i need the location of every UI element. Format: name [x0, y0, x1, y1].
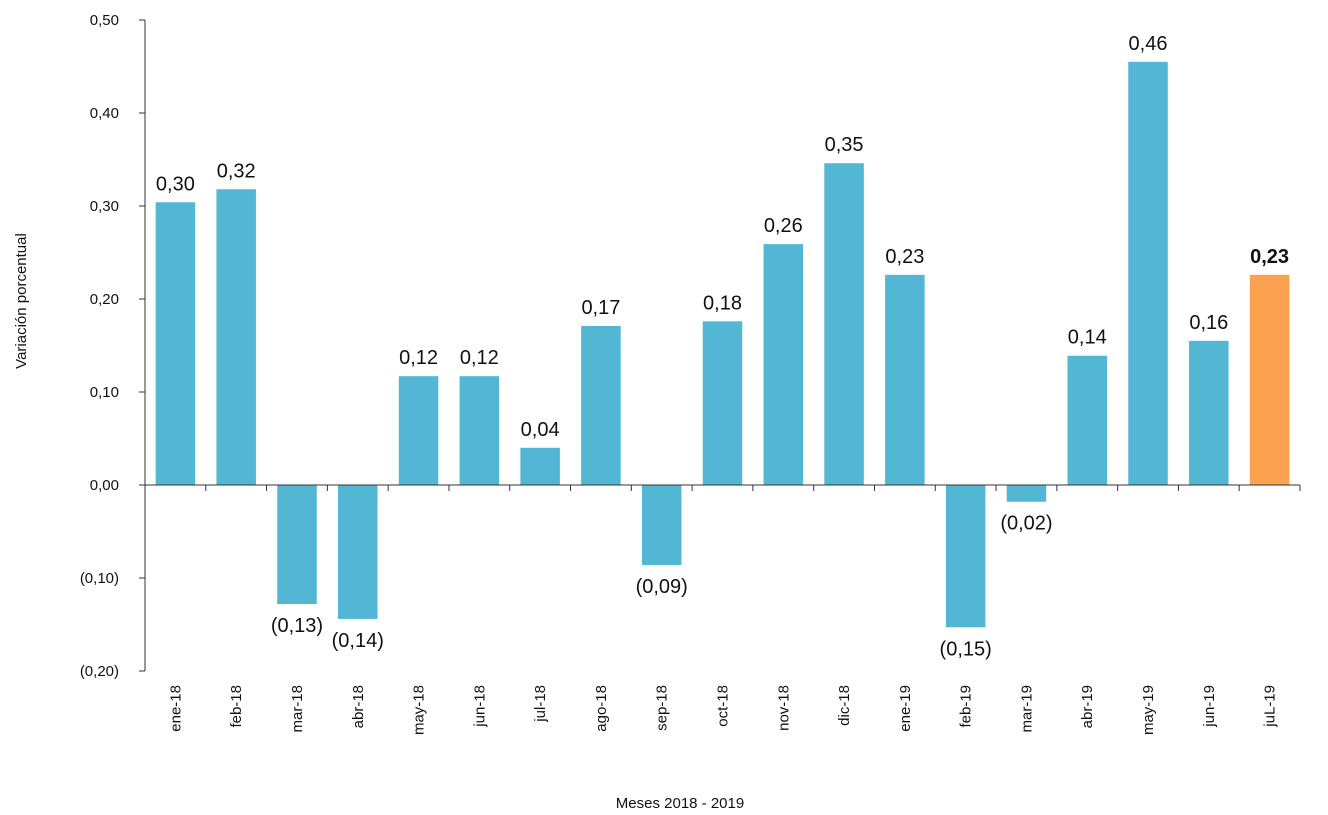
- y-tick-label: 0,10: [90, 384, 119, 401]
- x-tick-label: feb-19: [958, 685, 975, 728]
- bar-jun-19: [1189, 340, 1229, 485]
- data-label-juL-19: 0,23: [1250, 246, 1289, 268]
- y-tick-label: 0,20: [90, 291, 119, 308]
- x-tick-label: jul-18: [532, 685, 549, 723]
- bar-sep-18: [641, 485, 682, 565]
- axes: [144, 20, 1301, 671]
- data-label-mar-18: (0,13): [271, 615, 323, 637]
- data-label-mar-19: (0,02): [1000, 513, 1052, 535]
- x-tick-label: sep-18: [654, 685, 671, 731]
- bar-juL-19: [1249, 274, 1290, 485]
- x-tick-label: ene-19: [897, 685, 914, 732]
- data-label-ene-19: 0,23: [885, 246, 924, 268]
- y-tick-label: 0,00: [90, 477, 119, 494]
- data-label-feb-19: (0,15): [940, 638, 992, 660]
- y-tick-label: 0,40: [90, 105, 119, 122]
- data-label-may-19: 0,46: [1129, 33, 1168, 55]
- data-label-jul-18: 0,04: [521, 419, 560, 441]
- y-axis-label: Variación porcentual: [13, 233, 30, 369]
- x-tick-label: oct-18: [715, 685, 732, 727]
- x-tick-label: dic-18: [836, 685, 853, 726]
- data-label-nov-18: 0,26: [764, 215, 803, 237]
- bar-mar-18: [277, 485, 317, 605]
- bar-ene-19: [885, 274, 925, 485]
- x-tick-label: jun-19: [1201, 685, 1218, 728]
- x-tick-label: ene-18: [167, 685, 184, 732]
- bar-ago-18: [581, 325, 621, 485]
- x-tick-label: ago-18: [593, 685, 610, 732]
- x-axis-ticks: ene-18 feb-18 mar-18 abr-18 may-18 jun-18 jul-…: [167, 685, 1278, 735]
- bar-oct-18: [702, 321, 743, 485]
- data-label-abr-18: (0,14): [332, 630, 384, 652]
- bar-may-18: [398, 376, 439, 485]
- bar-dic-18: [824, 163, 864, 485]
- data-label-abr-19: 0,14: [1068, 327, 1107, 349]
- x-axis-label: Meses 2018 - 2019: [616, 795, 744, 812]
- x-tick-label: abr-18: [350, 685, 367, 728]
- y-tick-label: 0,50: [90, 12, 119, 29]
- bar-may-19: [1128, 61, 1168, 485]
- bar-mar-19: [1006, 485, 1047, 502]
- data-label-jun-18: 0,12: [460, 347, 499, 369]
- data-labels: 0,30 0,32 (0,13) (0,14) 0,12 0,12 0,04 0,17 (0,0…: [156, 33, 1289, 660]
- x-tick-label: may-19: [1140, 685, 1157, 735]
- bar-nov-18: [763, 244, 804, 485]
- bar-abr-19: [1067, 355, 1107, 485]
- y-axis-ticks: 0,50 0,40 0,30 0,20 0,10 0,00 (0,10) (0,20): [80, 12, 145, 680]
- x-tick-label: mar-19: [1018, 685, 1035, 733]
- data-label-may-18: 0,12: [399, 347, 438, 369]
- data-label-dic-18: 0,35: [825, 134, 864, 156]
- y-tick-label: (0,20): [80, 663, 119, 680]
- bars: [155, 61, 1290, 628]
- data-label-sep-18: (0,09): [636, 576, 688, 598]
- bar-feb-18: [216, 189, 256, 485]
- x-tick-label: jun-18: [471, 685, 488, 728]
- bar-feb-19: [945, 485, 986, 628]
- data-label-ene-18: 0,30: [156, 173, 195, 195]
- data-label-jun-19: 0,16: [1189, 312, 1228, 334]
- y-tick-label: (0,10): [80, 570, 119, 587]
- bar-ene-18: [155, 202, 196, 485]
- data-label-oct-18: 0,18: [703, 292, 742, 314]
- bar-abr-18: [338, 485, 378, 619]
- x-tick-label: may-18: [411, 685, 428, 735]
- data-label-feb-18: 0,32: [217, 160, 256, 182]
- data-label-ago-18: 0,17: [581, 297, 620, 319]
- x-tick-label: nov-18: [775, 685, 792, 731]
- bar-jul-18: [520, 447, 560, 485]
- y-tick-label: 0,30: [90, 198, 119, 215]
- x-tick-label: feb-18: [228, 685, 245, 728]
- x-tick-label: mar-18: [289, 685, 306, 733]
- x-tick-label: juL-19: [1262, 685, 1279, 728]
- x-tick-label: abr-19: [1079, 685, 1096, 728]
- bar-jun-18: [459, 376, 500, 485]
